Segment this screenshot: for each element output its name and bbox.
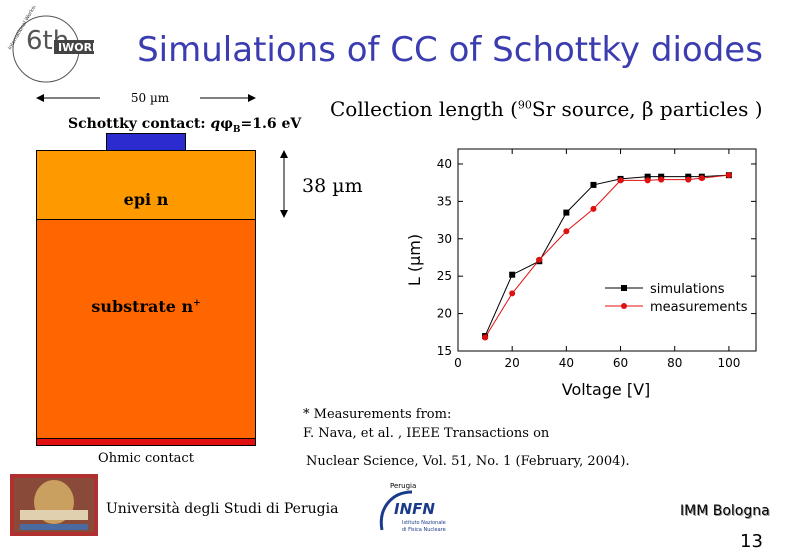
- data-point-measurements: [685, 176, 692, 183]
- y-tick-label: 40: [437, 157, 452, 171]
- substrate-layer-label: substrate n+: [91, 297, 201, 316]
- y-axis-label: L (µm): [405, 234, 424, 286]
- university-seal-logo: [10, 474, 98, 536]
- x-tick-label: 40: [559, 356, 574, 370]
- infn-logo: Perugia INFN Istituto Nazionale di Fisic…: [379, 482, 446, 533]
- substrate-layer: [36, 219, 256, 439]
- data-point-measurements: [563, 228, 570, 235]
- schottky-contact: [106, 133, 186, 151]
- epi-layer: [36, 150, 256, 220]
- data-point-measurements: [536, 256, 543, 263]
- x-tick-label: 20: [505, 356, 520, 370]
- ohmic-contact-label: Ohmic contact: [98, 451, 194, 466]
- thickness-label: 38 µm: [302, 175, 363, 197]
- data-point-simulations: [590, 181, 597, 188]
- width-label: 50 µm: [100, 91, 200, 105]
- data-point-simulations: [644, 173, 651, 180]
- plot-frame: [457, 148, 757, 352]
- slide-title: Simulations of CC of Schottky diodes: [137, 30, 763, 70]
- page-number: 13: [740, 531, 763, 552]
- x-tick-label: 100: [717, 356, 740, 370]
- y-tick-label: 25: [437, 269, 452, 283]
- data-point-simulations: [563, 209, 570, 216]
- university-name: Università degli Studi di Perugia: [106, 501, 339, 517]
- legend-label-measurements: measurements: [650, 300, 748, 315]
- thickness-dimension-arrow: [280, 150, 288, 218]
- ohmic-contact: [36, 438, 256, 446]
- svg-text:IWORID: IWORID: [58, 41, 105, 54]
- data-point-measurements: [509, 290, 516, 297]
- legend-label-simulations: simulations: [650, 282, 725, 297]
- chart-title: Collection length (90Sr source, β partic…: [330, 97, 763, 121]
- x-axis-label: Voltage [V]: [562, 380, 651, 399]
- footnote-line: F. Nava, et al. , IEEE Transactions on: [303, 426, 550, 441]
- footnote-line: * Measurements from:: [303, 407, 452, 422]
- data-point-measurements: [658, 176, 665, 183]
- data-point-measurements: [698, 175, 705, 182]
- data-point-measurements: [617, 177, 624, 184]
- imm-bologna-label: IMM Bologna: [680, 503, 770, 519]
- svg-text:Perugia: Perugia: [390, 482, 416, 490]
- iworid-logo: International Workshop on Radiation Imag…: [7, 6, 105, 83]
- y-tick-label: 15: [437, 344, 452, 358]
- schottky-contact-label: Schottky contact: qφB=1.6 eV: [68, 116, 302, 135]
- footnote-line: Nuclear Science, Vol. 51, No. 1 (Februar…: [306, 454, 630, 469]
- data-point-measurements: [482, 334, 489, 341]
- legend-marker-simulations: [621, 285, 627, 291]
- epi-layer-label: epi n: [123, 190, 169, 209]
- svg-text:di Fisica Nucleare: di Fisica Nucleare: [402, 527, 446, 533]
- svg-text:Istituto Nazionale: Istituto Nazionale: [402, 520, 446, 526]
- x-tick-label: 60: [613, 356, 628, 370]
- x-tick-label: 0: [454, 356, 462, 370]
- data-point-measurements: [590, 205, 597, 212]
- x-tick-label: 80: [667, 356, 682, 370]
- data-point-measurements: [644, 177, 651, 184]
- svg-text:INFN: INFN: [394, 500, 435, 518]
- y-tick-label: 35: [437, 194, 452, 208]
- data-point-measurements: [725, 172, 732, 179]
- y-tick-label: 30: [437, 232, 452, 246]
- collection-length-chart: 0 20 40 60 80 100 15 20 25 30 35 40 simulations meas…: [405, 148, 757, 399]
- data-point-simulations: [509, 271, 516, 278]
- legend-marker-measurements: [621, 303, 627, 309]
- footnote: * Measurements from: F. Nava, et al. , I…: [303, 405, 630, 471]
- y-tick-label: 20: [437, 307, 452, 321]
